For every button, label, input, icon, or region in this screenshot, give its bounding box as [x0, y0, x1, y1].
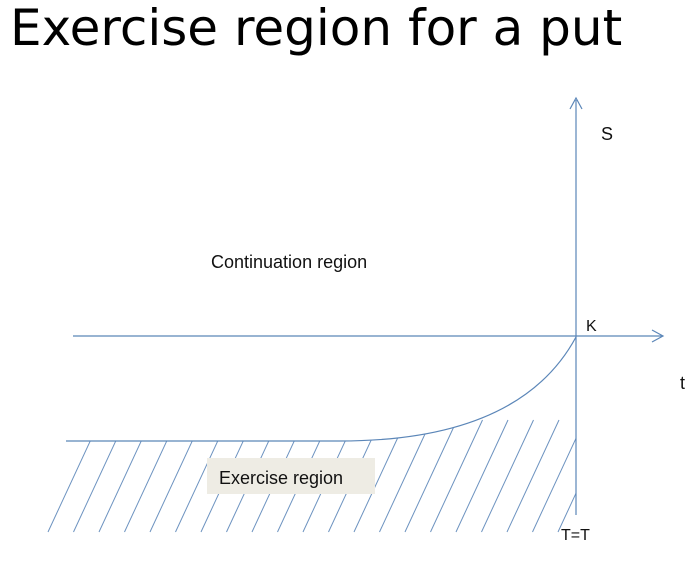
hatch-line	[557, 419, 576, 533]
hatch-line	[98, 419, 152, 533]
vertical-axis-arrow-icon	[569, 96, 583, 110]
slide-title: Exercise region for a put	[10, 0, 623, 57]
hatch-line	[430, 419, 483, 533]
hatch-line	[609, 420, 661, 532]
hatch-line	[404, 419, 458, 533]
hatch-line	[379, 419, 432, 533]
exercise-region-label-background	[207, 458, 375, 494]
hatch-line	[481, 419, 534, 533]
hatch-line	[124, 419, 177, 533]
continuation-region-label: Continuation region	[211, 252, 367, 272]
strike-label: K	[586, 318, 597, 335]
maturity-label: T=T	[561, 527, 590, 544]
hatch-line	[455, 419, 509, 533]
exercise-region-label: Exercise region	[219, 468, 343, 488]
hatch-line	[73, 419, 126, 533]
hatch-line	[506, 419, 560, 533]
axis-label-t: t	[680, 373, 685, 393]
hatch-line	[149, 419, 203, 533]
hatch-line	[47, 419, 101, 533]
hatch-line	[635, 420, 687, 532]
exercise-boundary-curve	[66, 336, 577, 442]
hatch-line	[584, 420, 636, 532]
hatch-line	[353, 419, 407, 533]
hatch-line	[532, 419, 576, 533]
axis-label-s: S	[601, 124, 613, 144]
horizontal-axis-arrow-icon	[651, 329, 665, 343]
